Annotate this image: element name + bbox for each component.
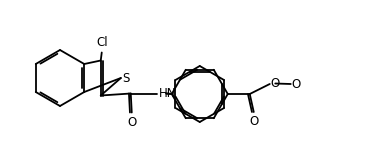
Text: O: O bbox=[127, 116, 136, 129]
Text: HN: HN bbox=[159, 87, 177, 100]
Text: S: S bbox=[122, 72, 129, 85]
Text: O: O bbox=[270, 77, 280, 90]
Text: Cl: Cl bbox=[96, 37, 108, 50]
Text: O: O bbox=[249, 115, 258, 128]
Text: O: O bbox=[292, 77, 301, 90]
